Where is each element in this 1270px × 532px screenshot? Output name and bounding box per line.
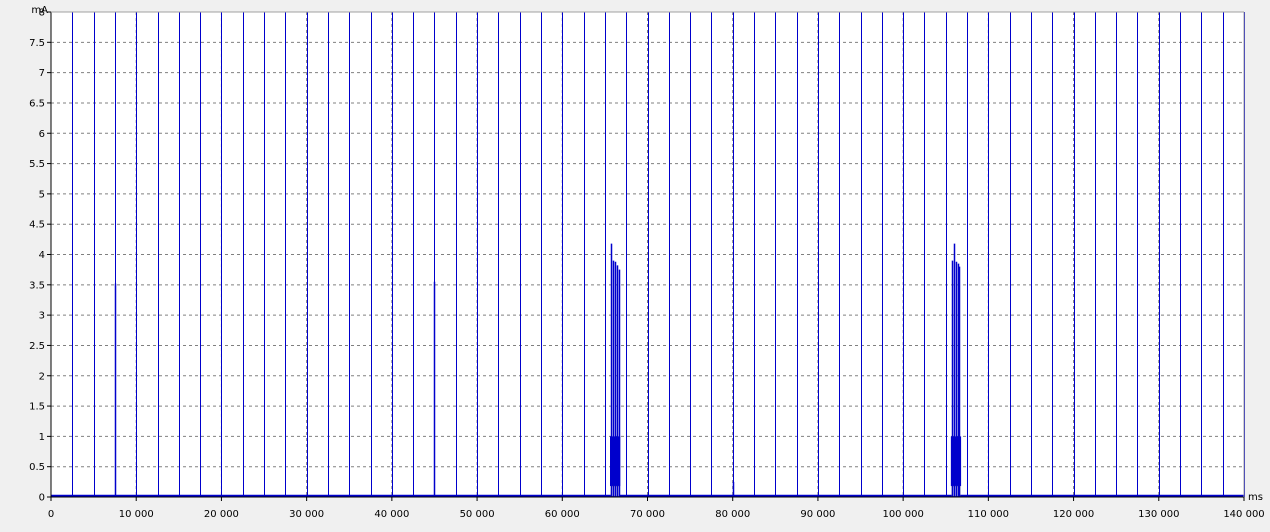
y-tick-label: 4.5 bbox=[29, 220, 45, 231]
y-tick-label: 5 bbox=[39, 189, 45, 200]
series-current bbox=[51, 12, 1245, 497]
x-tick-label: 80 000 bbox=[715, 509, 750, 520]
y-tick-label: 3.5 bbox=[29, 280, 45, 291]
x-tick-label: 100 000 bbox=[882, 509, 923, 520]
x-tick-label: 20 000 bbox=[204, 509, 239, 520]
x-tick-label: 130 000 bbox=[1138, 509, 1179, 520]
x-tick-label: 30 000 bbox=[289, 509, 324, 520]
y-tick-label: 1 bbox=[39, 432, 45, 443]
y-tick-label: 6 bbox=[39, 129, 45, 140]
x-tick-label: 110 000 bbox=[968, 509, 1009, 520]
y-tick-label: 8 bbox=[39, 8, 45, 19]
y-tick-label: 0.5 bbox=[29, 462, 45, 473]
y-tick-label: 1.5 bbox=[29, 402, 45, 413]
y-tick-label: 7.5 bbox=[29, 38, 45, 49]
y-tick-label: 2 bbox=[39, 371, 45, 382]
x-tick-label: 10 000 bbox=[119, 509, 154, 520]
y-tick-label: 2.5 bbox=[29, 341, 45, 352]
y-tick-label: 7 bbox=[39, 68, 45, 79]
y-tick-label: 0 bbox=[39, 493, 45, 504]
x-tick-label: 140 000 bbox=[1223, 509, 1264, 520]
x-tick-label: 120 000 bbox=[1053, 509, 1094, 520]
y-tick-label: 4 bbox=[39, 250, 45, 261]
x-tick-label: 90 000 bbox=[800, 509, 835, 520]
x-tick-label: 60 000 bbox=[545, 509, 580, 520]
x-tick-label: 40 000 bbox=[374, 509, 409, 520]
x-tick-label: 0 bbox=[48, 509, 54, 520]
y-tick-label: 5.5 bbox=[29, 159, 45, 170]
x-tick-label: 70 000 bbox=[630, 509, 665, 520]
y-tick-label: 3 bbox=[39, 311, 45, 322]
x-tick-label: 50 000 bbox=[460, 509, 495, 520]
y-tick-label: 6.5 bbox=[29, 98, 45, 109]
y-unit-label: mA bbox=[31, 5, 48, 16]
x-unit-label: ms bbox=[1248, 492, 1263, 503]
